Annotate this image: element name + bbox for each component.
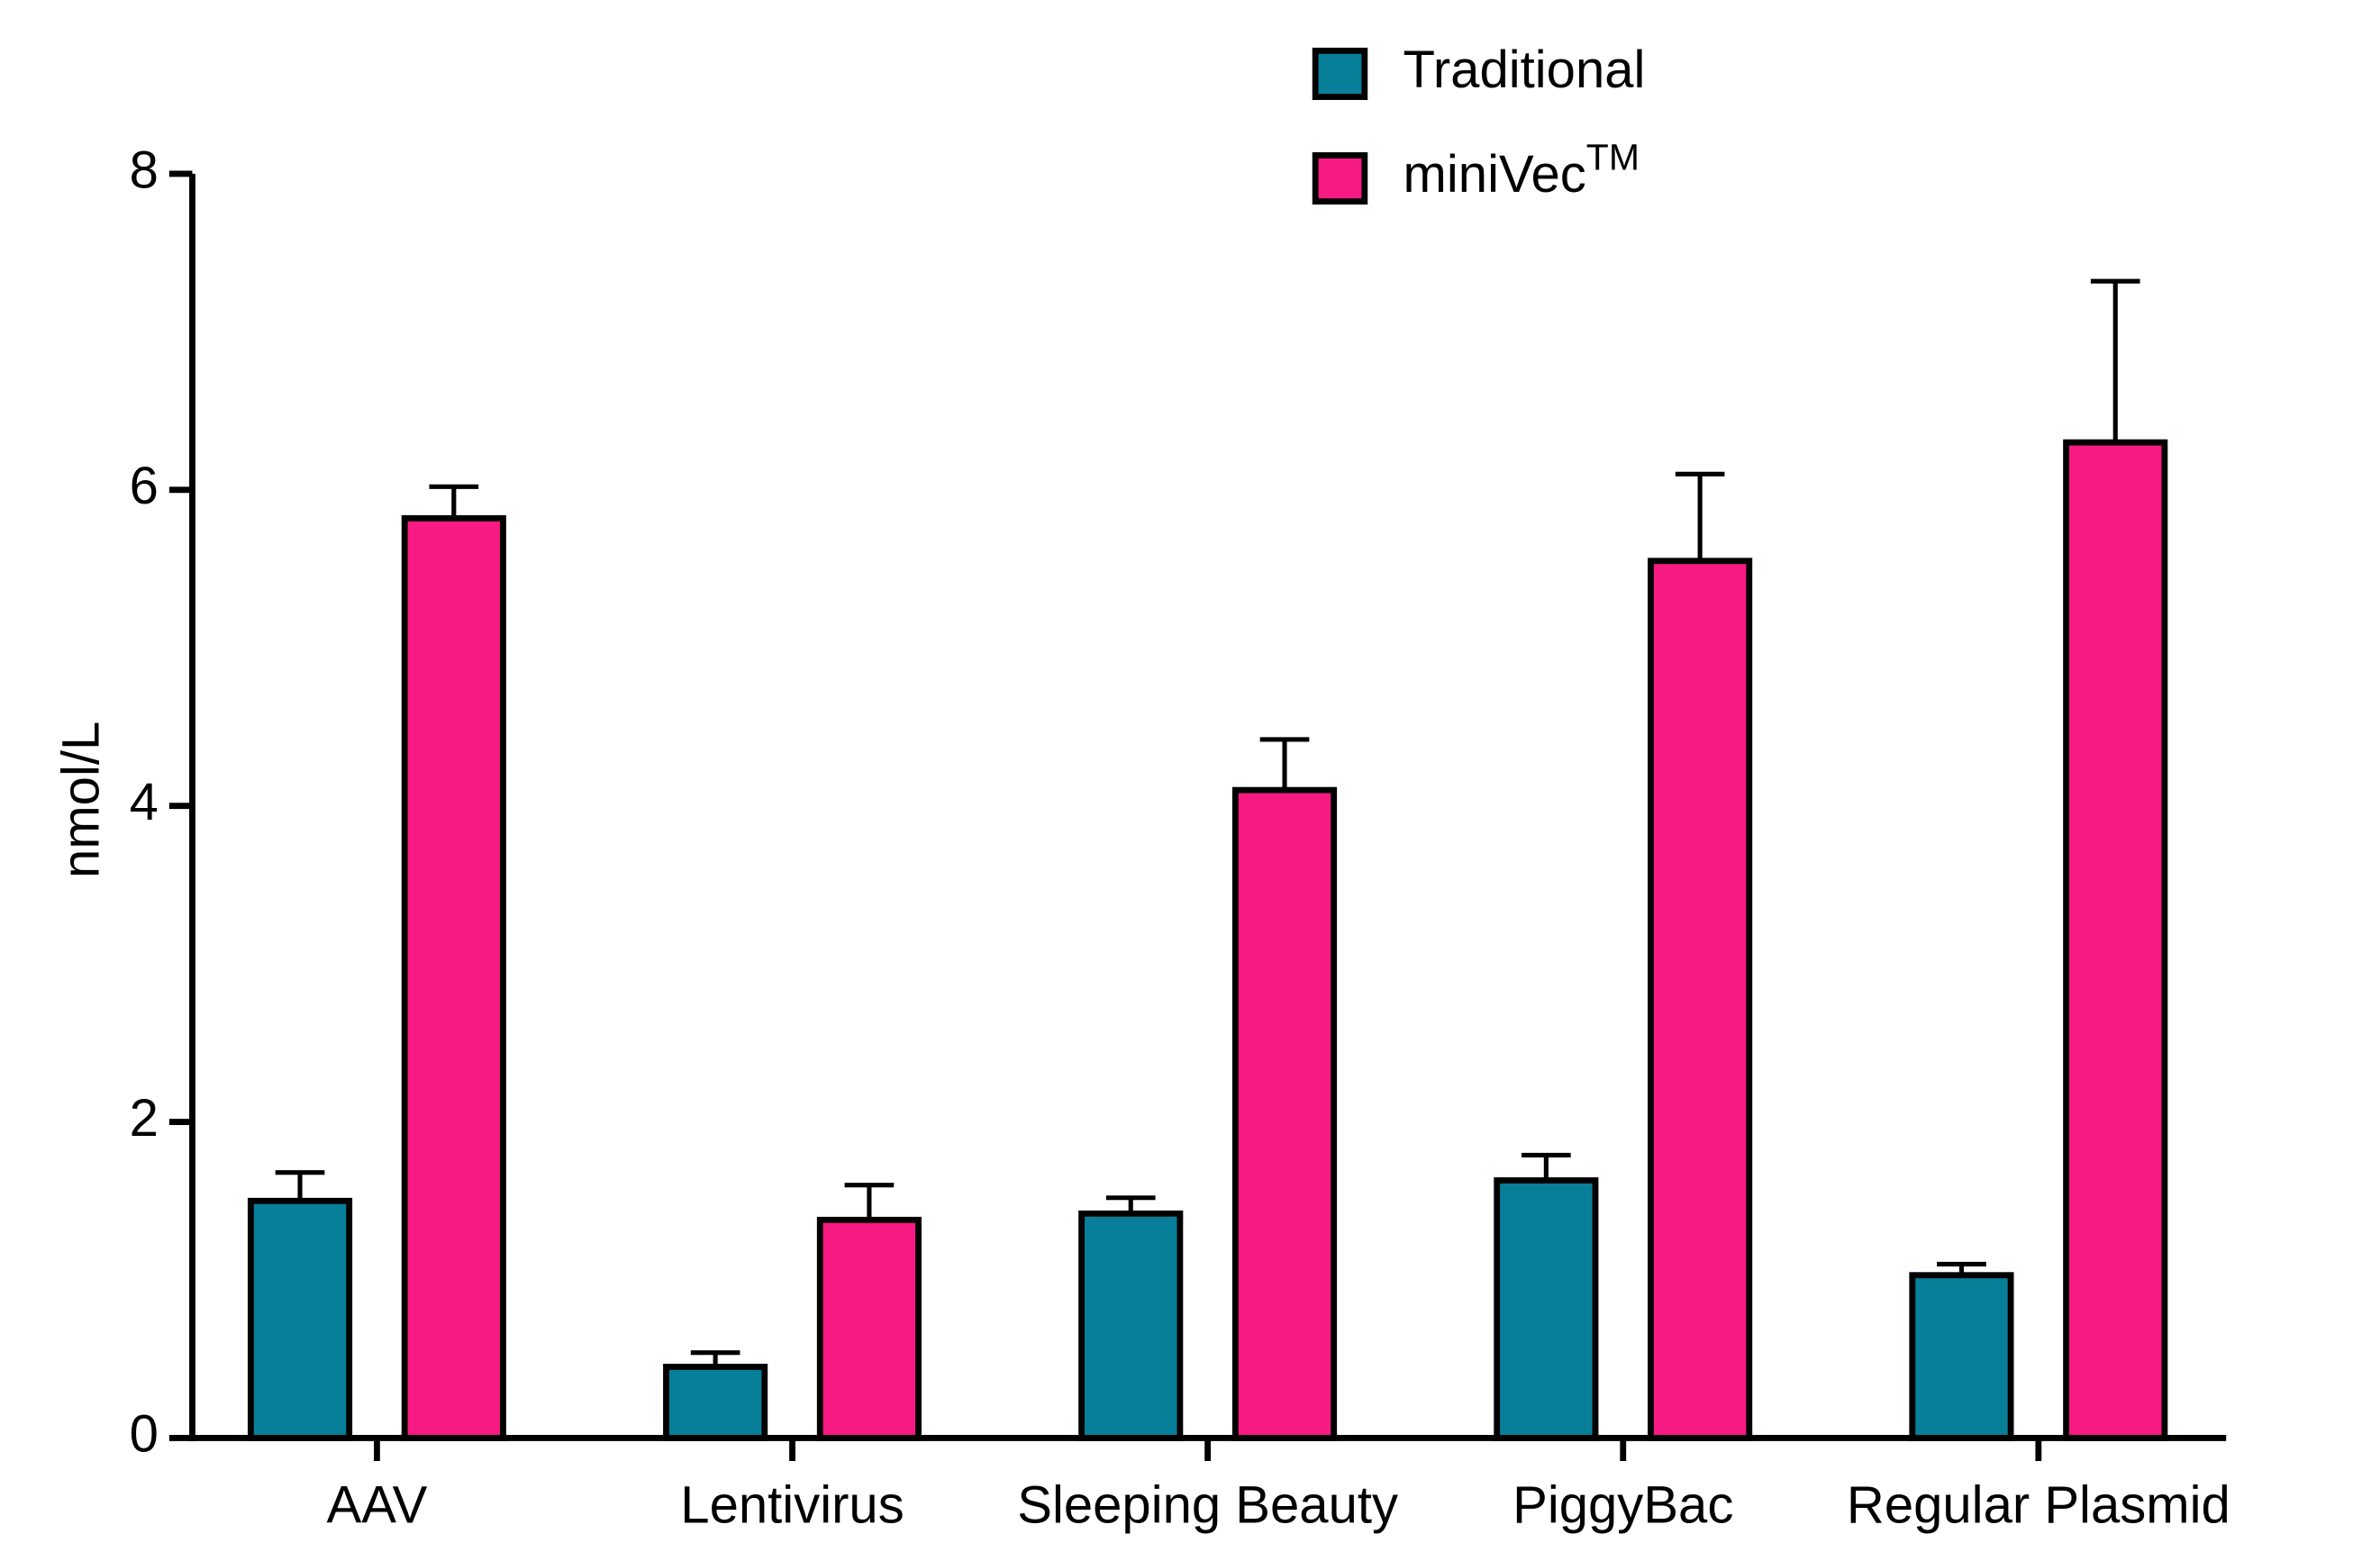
bar	[401, 514, 506, 1441]
bar	[2063, 439, 2168, 1441]
bar	[816, 1216, 922, 1441]
y-axis-label: nmol/L	[51, 722, 110, 878]
bar	[1231, 786, 1338, 1441]
y-tick-label: 2	[130, 1089, 159, 1148]
y-tick-label: 8	[130, 141, 159, 199]
legend-swatch	[1312, 47, 1368, 100]
legend-label-superscript: TM	[1586, 136, 1640, 177]
bar	[663, 1364, 768, 1441]
x-tick-label: Lentivirus	[680, 1475, 904, 1534]
bar	[1494, 1177, 1599, 1441]
y-tick-label: 0	[130, 1405, 159, 1464]
x-tick-label: Sleeping Beauty	[1017, 1475, 1398, 1534]
bar	[1078, 1210, 1184, 1441]
bar	[1909, 1272, 2014, 1441]
legend-label: Traditional	[1403, 41, 1646, 99]
x-tick-label: AAV	[326, 1475, 427, 1534]
legend-swatch	[1312, 152, 1368, 205]
legend-label: miniVecTM	[1403, 136, 1640, 204]
y-tick-label: 6	[130, 457, 159, 515]
legend-label-text: miniVec	[1403, 145, 1586, 204]
x-tick-label: Regular Plasmid	[1847, 1475, 2230, 1534]
y-tick-label: 4	[130, 773, 159, 831]
bar	[247, 1197, 353, 1441]
x-tick-label: PiggyBac	[1512, 1475, 1733, 1534]
bar	[1648, 558, 1753, 1441]
legend-label-text: Traditional	[1403, 41, 1646, 99]
